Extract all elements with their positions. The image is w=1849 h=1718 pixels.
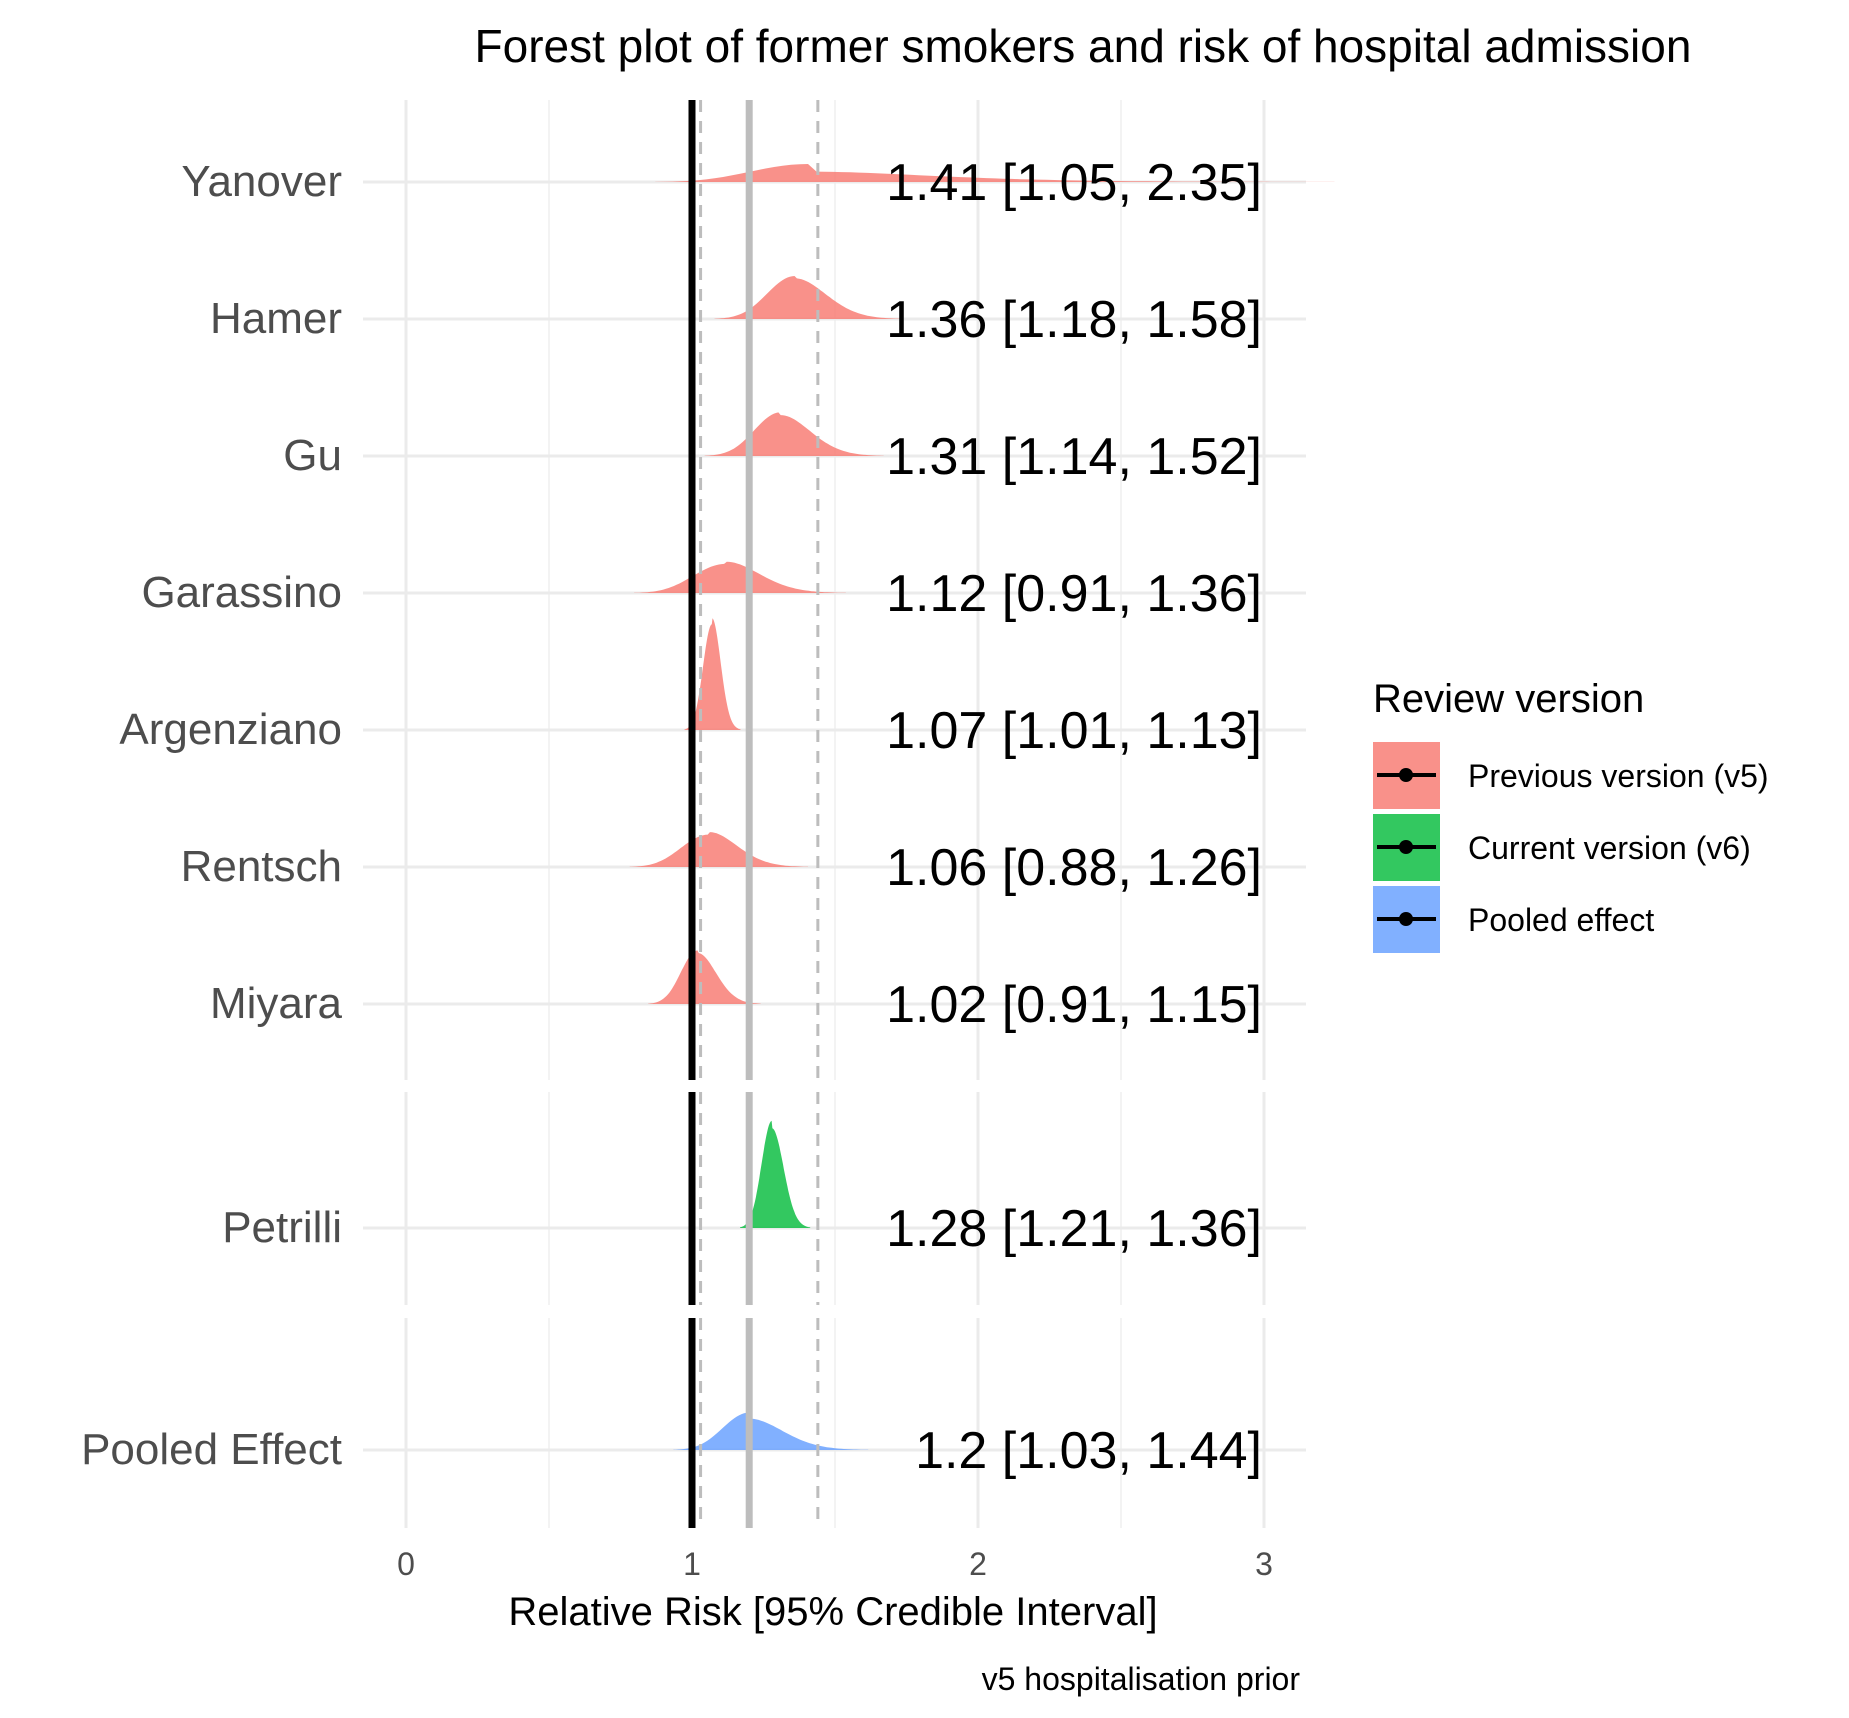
legend-title: Review version [1373, 677, 1644, 721]
chart-title: Forest plot of former smokers and risk o… [475, 20, 1692, 72]
density-petrilli [740, 1120, 811, 1228]
legend-label: Previous version (v5) [1468, 758, 1769, 794]
density-gu [704, 412, 884, 456]
panel-1: Yanover 1.41 [1.05, 2.35] Hamer 1.36 [1.18,… [119, 100, 1335, 1080]
study-label: Miyara [210, 979, 343, 1028]
legend-label: Pooled effect [1468, 902, 1654, 938]
legend-key-point [1399, 768, 1413, 782]
estimate-label: 1.06 [0.88, 1.26] [886, 839, 1262, 897]
density-pooled-effect [673, 1412, 869, 1450]
panel-3: Pooled Effect 1.2 [1.03, 1.44] [81, 1318, 1306, 1528]
density-garassino [634, 561, 846, 593]
legend-key-point [1399, 912, 1413, 926]
estimate-label: 1.07 [1.01, 1.13] [886, 702, 1262, 760]
density-hamer [714, 276, 903, 319]
x-tick-label: 2 [969, 1546, 987, 1582]
x-axis-label: Relative Risk [95% Credible Interval] [508, 1590, 1157, 1634]
study-label: Garassino [141, 568, 342, 617]
density-miyara [648, 950, 761, 1004]
study-label: Yanover [181, 157, 342, 206]
density-rentsch [629, 832, 808, 867]
estimate-label: 1.12 [0.91, 1.36] [886, 565, 1262, 623]
panel-2: Petrilli 1.28 [1.21, 1.36] [222, 1092, 1306, 1305]
estimate-label: 1.28 [1.21, 1.36] [886, 1200, 1262, 1258]
estimate-label: 1.31 [1.14, 1.52] [886, 428, 1262, 486]
study-label: Hamer [210, 294, 342, 343]
legend-key-point [1399, 840, 1413, 854]
x-tick-label: 0 [397, 1546, 415, 1582]
x-axis-ticks: 0 1 2 3 [397, 1546, 1273, 1582]
study-label: Gu [283, 431, 342, 480]
legend: Review version Previous version (v5) Curr… [1373, 677, 1769, 953]
chart-caption: v5 hospitalisation prior [982, 1661, 1301, 1697]
study-label: Argenziano [119, 705, 342, 754]
study-label: Rentsch [181, 842, 342, 891]
estimate-label: 1.36 [1.18, 1.58] [886, 291, 1262, 349]
density-argenziano [684, 618, 741, 730]
estimate-label: 1.41 [1.05, 2.35] [886, 154, 1262, 212]
estimate-label: 1.02 [0.91, 1.15] [886, 976, 1262, 1034]
study-label: Pooled Effect [81, 1425, 342, 1474]
x-tick-label: 3 [1255, 1546, 1273, 1582]
study-label: Petrilli [222, 1203, 342, 1252]
legend-label: Current version (v6) [1468, 830, 1751, 866]
plot-panels: Yanover 1.41 [1.05, 2.35] Hamer 1.36 [1.18,… [81, 100, 1335, 1528]
density-yanover [655, 164, 1335, 182]
estimate-label: 1.2 [1.03, 1.44] [915, 1422, 1262, 1480]
x-tick-label: 1 [683, 1546, 701, 1582]
